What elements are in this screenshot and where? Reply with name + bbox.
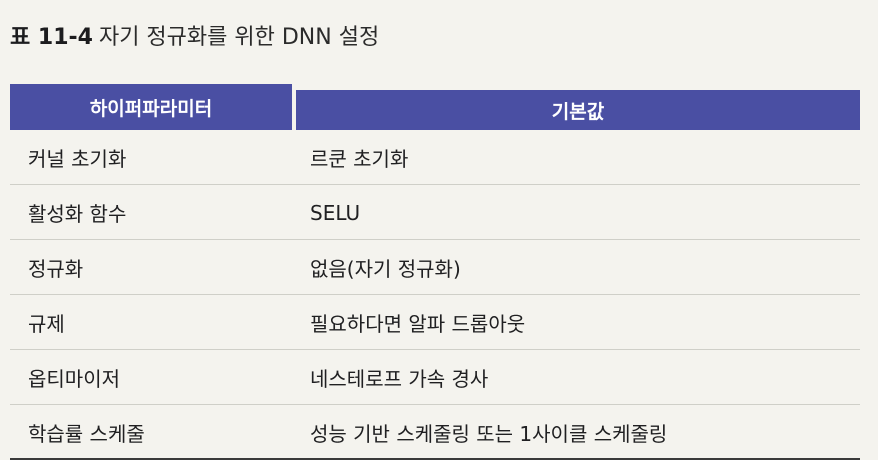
table-number: 표 11-4 (10, 25, 93, 50)
header-default-value: 기본값 (296, 90, 860, 130)
table-title: 자기 정규화를 위한 DNN 설정 (98, 25, 380, 50)
table-caption: 표 11-4 자기 정규화를 위한 DNN 설정 (10, 24, 379, 52)
table-row: 옵티마이저 네스테로프 가속 경사 (10, 350, 860, 405)
settings-table: 하이퍼파라미터 기본값 커널 초기화 르쿤 초기화 활성화 함수 SELU 정규… (10, 84, 860, 460)
cell-hyperparameter: 커널 초기화 (28, 147, 127, 171)
cell-default-value: 필요하다면 알파 드롭아웃 (310, 312, 526, 336)
table-row: 활성화 함수 SELU (10, 185, 860, 240)
cell-hyperparameter: 규제 (28, 312, 65, 336)
table-row: 커널 초기화 르쿤 초기화 (10, 130, 860, 185)
table-row: 학습률 스케줄 성능 기반 스케줄링 또는 1사이클 스케줄링 (10, 405, 860, 460)
cell-hyperparameter: 옵티마이저 (28, 367, 120, 391)
cell-default-value: SELU (310, 200, 361, 225)
cell-default-value: 르쿤 초기화 (310, 147, 409, 171)
cell-default-value: 성능 기반 스케줄링 또는 1사이클 스케줄링 (310, 422, 668, 446)
cell-hyperparameter: 활성화 함수 (28, 202, 127, 226)
header-hyperparameter: 하이퍼파라미터 (10, 84, 292, 130)
table-header: 하이퍼파라미터 기본값 (10, 84, 860, 130)
table-row: 정규화 없음(자기 정규화) (10, 240, 860, 295)
cell-hyperparameter: 학습률 스케줄 (28, 422, 145, 446)
cell-default-value: 네스테로프 가속 경사 (310, 367, 489, 391)
cell-hyperparameter: 정규화 (28, 257, 84, 281)
table-row: 규제 필요하다면 알파 드롭아웃 (10, 295, 860, 350)
cell-default-value: 없음(자기 정규화) (310, 257, 461, 281)
